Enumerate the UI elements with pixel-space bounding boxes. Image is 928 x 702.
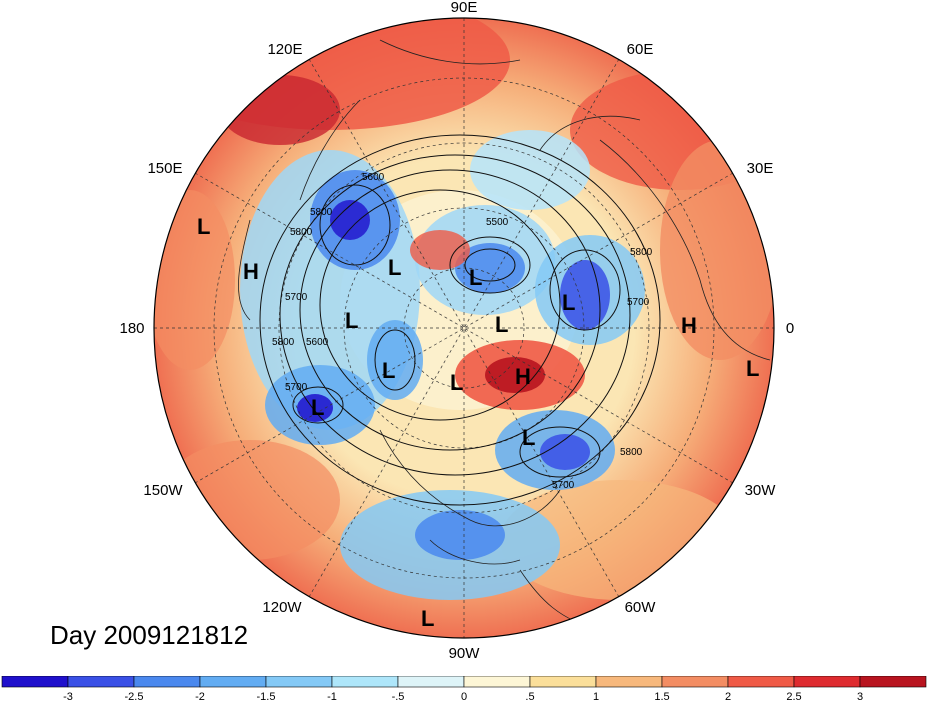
date-label: Day 2009121812 [50, 620, 249, 650]
pressure-center-label: L [495, 312, 508, 337]
colorbar-box [859, 676, 927, 688]
colorbar-tick-label: -1 [327, 691, 337, 702]
pressure-center-label: L [197, 214, 210, 239]
lat-lon-grid [154, 18, 774, 638]
pressure-center-label: H [515, 364, 531, 389]
colorbar-box [133, 676, 201, 688]
pressure-center-label: H [243, 259, 259, 284]
colorbar-tick-label: -3 [63, 691, 73, 702]
pressure-center-label: L [421, 606, 434, 631]
contour-label: 5700 [552, 480, 575, 491]
colorbar-box [727, 676, 795, 688]
contour-label: 5700 [285, 292, 308, 303]
colorbar-tick-label: .5 [525, 691, 534, 702]
pressure-center-label: L [522, 425, 535, 450]
contour-label: 5800 [310, 207, 333, 218]
colorbar-tick-label: 2.5 [786, 691, 801, 702]
contour-label: 5600 [306, 337, 329, 348]
colorbar-box [397, 676, 465, 688]
colorbar-tick-label: 1.5 [654, 691, 669, 702]
colorbar-box [265, 676, 333, 688]
contour-label: 5800 [620, 447, 643, 458]
longitude-label: 90W [449, 645, 481, 662]
pressure-center-label: H [681, 313, 697, 338]
colorbar-tick-label: 3 [857, 691, 863, 702]
colorbar-box [793, 676, 861, 688]
contour-label: 5700 [285, 382, 308, 393]
colorbar-box [529, 676, 597, 688]
longitude-label: 180 [119, 320, 144, 337]
pressure-center-label: L [469, 265, 482, 290]
colorbar-box [67, 676, 135, 688]
colorbar-box [1, 676, 69, 688]
colorbar-boxes [1, 676, 927, 688]
longitude-label: 90E [451, 0, 478, 16]
geopotential-contours [259, 134, 661, 506]
contour-label: 5800 [272, 337, 295, 348]
longitude-label-group: 90E 120E 60E 150E 30E 180 0 150W 30W 120… [119, 0, 794, 662]
pressure-center-group: L H L L L L L L L H H L L L L [197, 214, 759, 631]
colorbar-box [331, 676, 399, 688]
colorbar-box [595, 676, 663, 688]
contour-label: 5700 [627, 297, 650, 308]
longitude-label: 120W [262, 599, 302, 616]
colorbar-box [463, 676, 531, 688]
contour-label-group: 5600 5500 5800 5800 5700 5700 5800 5600 … [272, 172, 653, 491]
longitude-label: 60E [627, 41, 654, 58]
colorbar-box [661, 676, 729, 688]
pressure-center-label: L [311, 395, 324, 420]
longitude-label: 30E [747, 160, 774, 177]
colorbar-tick-label: -2.5 [125, 691, 144, 702]
pressure-center-label: L [345, 308, 358, 333]
pressure-center-label: L [562, 290, 575, 315]
pressure-center-label: L [388, 255, 401, 280]
pressure-center-label: L [450, 370, 463, 395]
colorbar-tick-label: 0 [461, 691, 467, 702]
contour-label: 5800 [630, 247, 653, 258]
map-boundary [153, 17, 775, 639]
longitude-label: 0 [786, 320, 794, 337]
longitude-label: 150E [147, 160, 182, 177]
coastlines [238, 39, 771, 631]
pressure-center-label: L [382, 358, 395, 383]
longitude-label: 150W [143, 482, 183, 499]
colorbar: -3 -2.5 -2 -1.5 -1 -.5 0 .5 1 1.5 2 2.5 3 [1, 676, 927, 702]
pressure-center-label: L [746, 356, 759, 381]
longitude-label: 60W [625, 599, 657, 616]
colorbar-tick-label: -2 [195, 691, 205, 702]
colorbar-tick-labels: -3 -2.5 -2 -1.5 -1 -.5 0 .5 1 1.5 2 2.5 3 [63, 691, 863, 702]
colorbar-box [199, 676, 267, 688]
colorbar-tick-label: 1 [593, 691, 599, 702]
longitude-label: 120E [267, 41, 302, 58]
longitude-label: 30W [745, 482, 777, 499]
colorbar-tick-label: -.5 [392, 691, 405, 702]
colorbar-tick-label: -1.5 [257, 691, 276, 702]
contour-label: 5600 [362, 172, 385, 183]
colorbar-tick-label: 2 [725, 691, 731, 702]
contour-label: 5800 [290, 227, 313, 238]
contour-label: 5500 [486, 217, 509, 228]
